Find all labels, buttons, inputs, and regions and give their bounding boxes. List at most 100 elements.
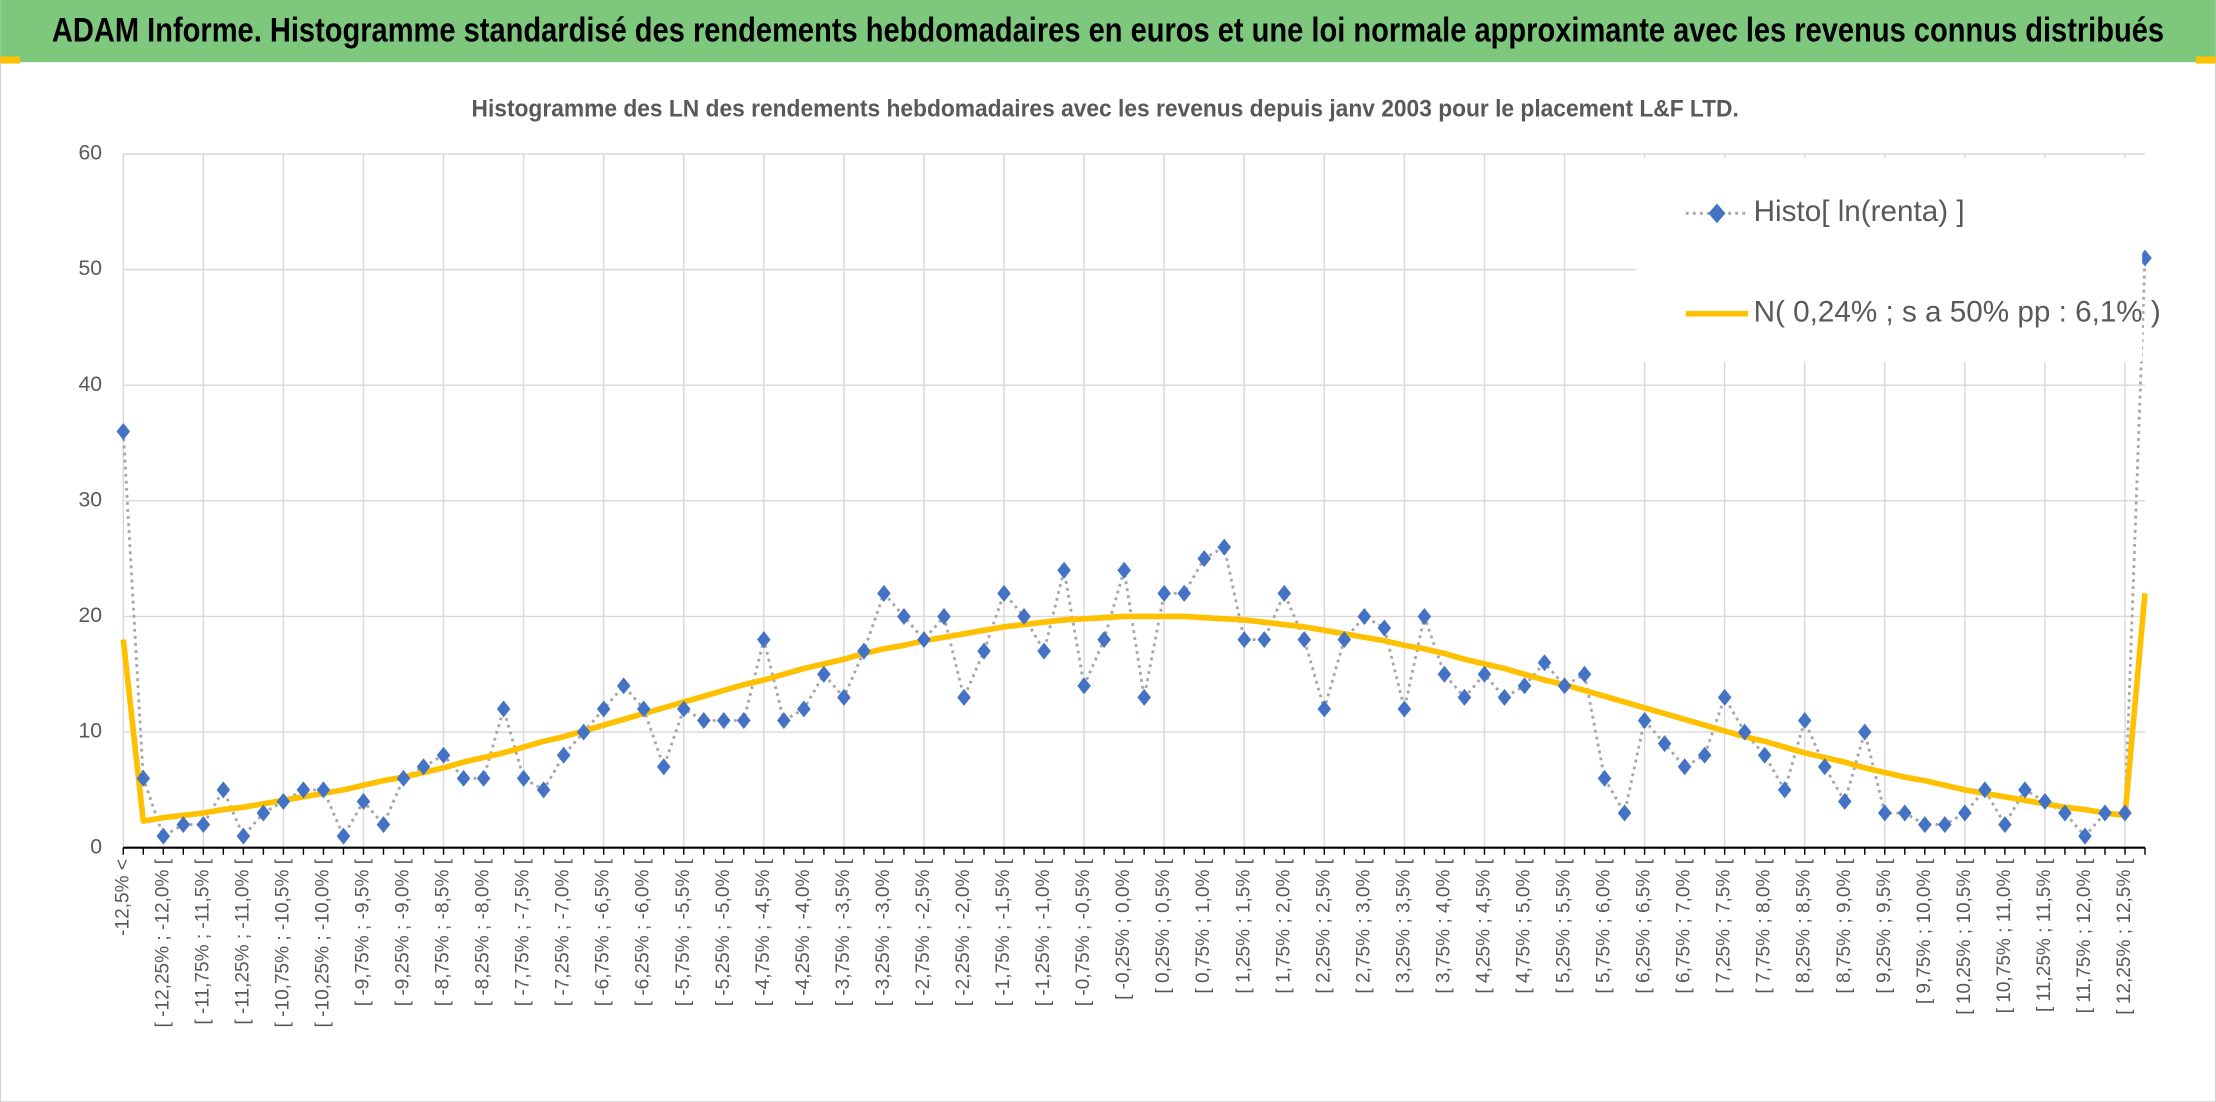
marker (1637, 712, 1652, 729)
legend-swatch-marker (1708, 203, 1726, 224)
marker (957, 688, 971, 706)
marker (837, 688, 851, 706)
x-tick-label: -12,5% < (112, 859, 133, 936)
legend-label: N( 0,24% ; s a 50% pp : 6,1% ) (1754, 295, 2161, 328)
header-bar (0, 0, 2216, 63)
header-corner (2195, 56, 2216, 64)
marker (1397, 700, 1412, 718)
marker (1617, 804, 1632, 822)
marker (1337, 631, 1352, 649)
marker (1537, 654, 1552, 672)
marker (316, 781, 331, 799)
marker (2078, 827, 2092, 845)
x-tick-label: [ -12,25% ; -12,0% [ (152, 858, 173, 1027)
legend-label: Histo[ ln(renta) ] (1754, 195, 1965, 228)
marker (176, 816, 191, 834)
marker (897, 607, 911, 625)
marker (1237, 631, 1252, 649)
x-tick-label: [ 11,25% ; 11,5% [ (2034, 858, 2055, 1012)
x-tick-label: [ 6,25% ; 6,5% [ (1634, 858, 1655, 993)
x-tick-label: [ -3,25% ; -3,0% [ (873, 858, 894, 1006)
x-tick-label: [ -6,25% ; -6,0% [ (633, 858, 654, 1006)
header-title: ADAM Informe. Histogramme standardisé de… (52, 11, 2164, 49)
marker (2118, 804, 2132, 822)
x-tick-label: [ -8,25% ; -8,0% [ (473, 858, 494, 1006)
x-tick-label: [ 0,75% ; 1,0% [ (1193, 858, 1214, 993)
marker (1017, 607, 1031, 625)
y-tick-label: 20 (78, 604, 102, 627)
x-tick-label: [ -2,25% ; -2,0% [ (953, 858, 974, 1006)
legend: Histo[ ln(renta) ] N( 0,24% ; s a 50% pp … (1636, 158, 2161, 362)
x-tick-label: [ 4,25% ; 4,5% [ (1473, 858, 1494, 993)
marker (2058, 804, 2072, 822)
marker (1918, 816, 1932, 834)
marker (116, 422, 131, 440)
marker (1998, 816, 2012, 834)
marker (1657, 735, 1672, 753)
y-tick-label: 30 (78, 488, 102, 511)
marker (1938, 816, 1952, 834)
x-tick-label: [ 10,75% ; 11,0% [ (1994, 858, 2015, 1013)
x-tick-label: [ 2,25% ; 2,5% [ (1313, 858, 1334, 993)
marker (1878, 804, 1892, 822)
x-tick-label: [ -7,75% ; -7,5% [ (513, 858, 534, 1006)
x-tick-label: [ -7,25% ; -7,0% [ (553, 858, 574, 1006)
x-tick-label: [ 7,75% ; 8,0% [ (1754, 858, 1775, 993)
marker (1197, 550, 1211, 568)
marker (1837, 792, 1852, 810)
x-tick-label: [ 8,75% ; 9,0% [ (1834, 858, 1855, 993)
marker (1577, 665, 1592, 683)
chart-title: Histogramme des LN des rendements hebdom… (472, 96, 1739, 123)
marker (476, 769, 491, 787)
y-tick-label: 10 (78, 720, 102, 743)
x-tick-label: [ -0,25% ; 0,0% [ (1113, 858, 1134, 1000)
x-tick-label: [ 0,25% ; 0,5% [ (1153, 858, 1174, 993)
marker (997, 584, 1011, 602)
x-tick-label: [ 10,25% ; 10,5% [ (1954, 858, 1975, 1014)
marker (1077, 677, 1091, 695)
marker (516, 769, 531, 787)
x-tick-label: [ -0,75% ; -0,5% [ (1073, 858, 1094, 1006)
marker (676, 700, 691, 718)
x-tick-label: [ -9,25% ; -9,0% [ (393, 858, 414, 1006)
marker (1817, 758, 1832, 776)
x-tick-label: [ 5,25% ; 5,5% [ (1554, 858, 1575, 993)
x-tick-label: [ -11,75% ; -11,5% [ (192, 858, 213, 1024)
marker (436, 746, 451, 764)
legend-box (1636, 158, 2143, 362)
x-tick-label: [ 11,75% ; 12,0% [ (2074, 858, 2095, 1013)
marker (977, 642, 991, 660)
x-tick-label: [ -2,75% ; -2,5% [ (913, 858, 934, 1006)
marker (2098, 804, 2112, 822)
x-tick-label: [ 5,75% ; 6,0% [ (1594, 858, 1615, 993)
y-tick-label: 40 (78, 373, 102, 396)
header-corner (0, 56, 21, 64)
x-tick-label: [ -8,75% ; -8,5% [ (433, 858, 454, 1006)
marker (1857, 723, 1872, 741)
marker (456, 769, 471, 787)
x-tick-label: [ 8,25% ; 8,5% [ (1794, 858, 1815, 993)
x-tick-label: [ 3,25% ; 3,5% [ (1393, 858, 1414, 993)
marker (797, 700, 811, 718)
grid: 0 10 20 30 40 50 60 -12,5% < [ -12,25% ; -12,0% … (78, 142, 2146, 1027)
x-tick-label: [ 7,25% ; 7,5% [ (1714, 858, 1735, 993)
marker (1557, 677, 1572, 695)
marker (1277, 584, 1292, 602)
marker (636, 700, 651, 718)
marker (1317, 700, 1332, 718)
x-tick-label: [ -4,75% ; -4,5% [ (753, 858, 774, 1006)
x-tick-label: [ -4,25% ; -4,0% [ (793, 858, 814, 1006)
x-tick-label: [ 9,75% ; 10,0% [ (1914, 858, 1935, 1004)
x-tick-label: [ 6,75% ; 7,0% [ (1674, 858, 1695, 993)
marker (1057, 561, 1071, 579)
y-tick-label: 60 (78, 142, 102, 165)
marker (1417, 607, 1432, 625)
marker (356, 792, 371, 810)
x-tick-label: [ -3,75% ; -3,5% [ (833, 858, 854, 1006)
y-tick-label: 50 (78, 257, 102, 280)
marker (336, 827, 351, 845)
marker (917, 631, 931, 649)
marker (1157, 584, 1171, 602)
marker (236, 827, 251, 845)
